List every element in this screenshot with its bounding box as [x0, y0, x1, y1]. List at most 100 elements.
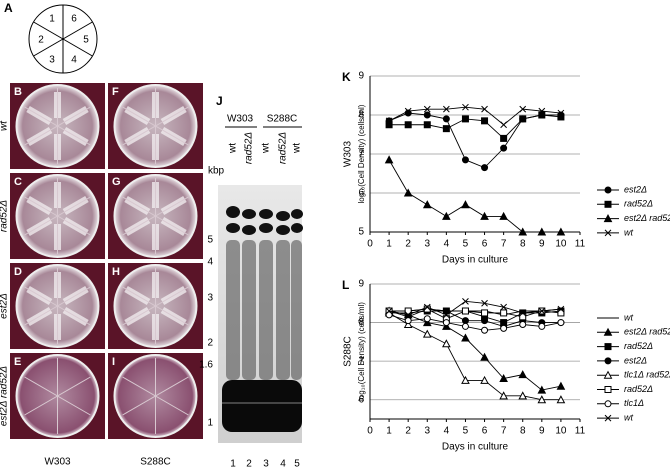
point	[519, 105, 527, 113]
point	[557, 113, 565, 121]
x-tick-label: 5	[463, 239, 469, 250]
gel-bands	[226, 206, 303, 235]
x-axis-label: Days in culture	[442, 442, 509, 453]
row-label: wt	[0, 120, 10, 131]
point	[537, 227, 547, 236]
point	[518, 391, 528, 400]
strain-label: S288C	[140, 457, 171, 468]
series-line	[388, 112, 561, 169]
point	[385, 311, 393, 319]
point	[481, 326, 489, 334]
point	[518, 227, 528, 236]
series-line	[388, 312, 561, 401]
point	[404, 317, 412, 325]
y-tick-label: 6	[358, 394, 364, 405]
x-tick-label: 8	[520, 426, 526, 437]
point	[443, 105, 450, 113]
panel-label: F	[112, 86, 119, 98]
y-tick-label: 8	[358, 317, 364, 328]
panel-label: I	[112, 356, 115, 368]
legend-marker	[604, 200, 612, 208]
chart-title: W303	[343, 141, 354, 168]
lane-label: wt	[292, 143, 303, 154]
point	[462, 103, 469, 111]
x-tick-label: 3	[424, 426, 430, 437]
series-line	[389, 310, 561, 324]
point	[461, 333, 470, 342]
series-line	[389, 114, 561, 140]
point	[461, 317, 469, 325]
point	[557, 309, 565, 317]
divider	[24, 106, 91, 146]
y-axis-label: log₁₀(Cell Density) (cells/ml)	[357, 302, 366, 401]
x-tick-label: 2	[405, 239, 411, 250]
strain-label: S288C	[267, 114, 298, 125]
sector-label: 1	[49, 14, 55, 25]
lane-number: 5	[294, 459, 300, 470]
x-axis-label: Days in culture	[442, 255, 509, 266]
series-line	[389, 308, 561, 320]
size-label: 4	[207, 257, 213, 268]
panel-label: L	[342, 278, 349, 292]
x-tick-label: 4	[444, 426, 450, 437]
point	[461, 115, 469, 123]
lane-number: 1	[230, 459, 236, 470]
size-label: 1	[207, 418, 213, 429]
point	[557, 109, 565, 117]
point	[423, 121, 431, 129]
point	[481, 117, 489, 125]
strain-label: W303	[227, 114, 254, 125]
legend-label: est2Δ	[624, 184, 647, 194]
panel-j: J W303 S288C kbp wt 1 rad52Δ 2 wt 3 rad52Δ 4 wt 5…	[199, 94, 303, 470]
x-tick-label: 7	[501, 239, 507, 250]
point	[480, 211, 489, 220]
sector-label: 5	[83, 35, 89, 46]
point	[557, 305, 565, 313]
y-tick-label: 8	[358, 110, 364, 121]
series-line	[388, 106, 561, 126]
series-line	[388, 308, 561, 327]
point	[500, 121, 507, 129]
legend-marker	[603, 370, 613, 379]
panel-label: H	[112, 266, 120, 278]
point	[423, 303, 431, 311]
lane-number: 2	[246, 459, 252, 470]
point	[423, 105, 431, 113]
series-line	[389, 310, 561, 391]
lane-number: 4	[280, 459, 286, 470]
point	[556, 395, 566, 404]
x-tick-label: 11	[575, 426, 586, 437]
legend-label: wt	[624, 412, 633, 422]
lane-label: rad52Δ	[244, 132, 255, 165]
lane-label: rad52Δ	[278, 132, 289, 165]
point	[519, 313, 527, 321]
point	[481, 105, 488, 113]
legend-marker	[604, 400, 612, 408]
x-tick-label: 9	[539, 239, 545, 250]
x-tick-label: 10	[555, 426, 567, 437]
legend-marker	[603, 214, 613, 223]
point	[442, 115, 450, 123]
size-label: 1.6	[199, 360, 213, 371]
legend-label: rad52Δ	[624, 199, 653, 209]
x-tick-label: 1	[386, 426, 392, 437]
row-label: est2Δ	[0, 293, 10, 319]
x-tick-label: 1	[386, 239, 392, 250]
divider	[24, 376, 91, 416]
x-tick-label: 5	[463, 426, 469, 437]
size-label: 3	[207, 293, 213, 304]
panel-label: B	[14, 86, 22, 98]
legend-label: wt	[624, 312, 633, 322]
point	[538, 322, 546, 330]
x-tick-label: 8	[520, 239, 526, 250]
point	[404, 311, 412, 319]
point	[538, 307, 546, 315]
panel-label: G	[112, 176, 121, 188]
divider	[122, 106, 189, 146]
legend-label: tlc1Δ	[624, 398, 644, 408]
point	[423, 315, 431, 323]
point	[519, 115, 527, 123]
gel-bottom	[222, 380, 302, 432]
point	[500, 144, 508, 152]
point	[499, 391, 508, 400]
